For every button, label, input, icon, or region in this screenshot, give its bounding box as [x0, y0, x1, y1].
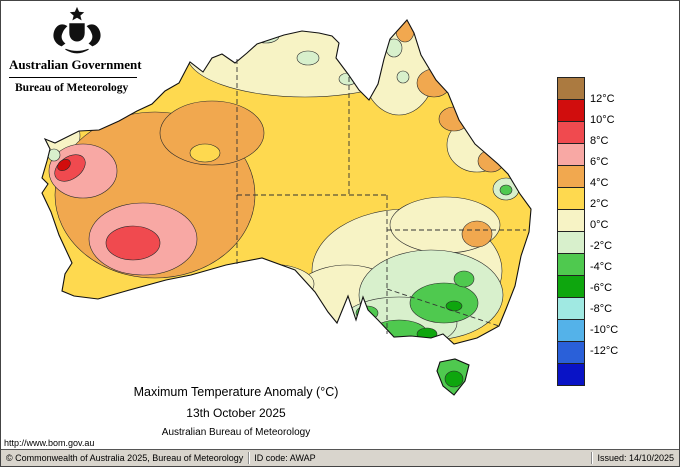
- legend-swatch: [558, 188, 584, 210]
- legend-label: 10°C: [590, 114, 615, 126]
- anomaly-region: [395, 20, 415, 43]
- legend-swatch: [558, 100, 584, 122]
- legend-label: -10°C: [590, 324, 619, 336]
- legend-colorbar: [557, 77, 585, 386]
- legend-swatch: [558, 254, 584, 276]
- legend-label: -8°C: [590, 303, 613, 315]
- government-header: Australian Government Bureau of Meteorol…: [9, 5, 145, 94]
- legend-swatch: [558, 364, 584, 385]
- mainland-coastline: [41, 19, 532, 345]
- anomaly-region: [189, 143, 221, 163]
- anomaly-region: [416, 68, 452, 98]
- anomaly-region: [453, 270, 475, 288]
- state-borders: [236, 59, 526, 334]
- footer-copyright: © Commonwealth of Australia 2025, Bureau…: [6, 453, 244, 463]
- anomaly-region: [461, 220, 493, 248]
- legend-swatch: [558, 210, 584, 232]
- government-label: Australian Government: [9, 57, 142, 72]
- legend-swatch: [558, 78, 584, 100]
- footer-divider: [591, 452, 593, 464]
- anomaly-map-svg: [41, 19, 532, 396]
- map-title: Maximum Temperature Anomaly (°C): [133, 385, 339, 399]
- legend-label: -4°C: [590, 261, 613, 273]
- anomaly-region: [477, 149, 505, 173]
- anomaly-region: [385, 38, 403, 58]
- legend-label: 4°C: [590, 177, 609, 189]
- bom-url[interactable]: http://www.bom.gov.au: [4, 438, 95, 448]
- legend-swatch: [558, 298, 584, 320]
- footer-id-code: ID code: AWAP: [254, 453, 316, 463]
- map-source: Australian Bureau of Meteorology: [161, 427, 311, 438]
- map-date: 13th October 2025: [186, 406, 286, 420]
- legend-label: 2°C: [590, 198, 609, 210]
- anomaly-region: [416, 327, 438, 341]
- legend-swatch: [558, 232, 584, 254]
- legend-label: 12°C: [590, 93, 615, 105]
- footer-bar: © Commonwealth of Australia 2025, Bureau…: [1, 449, 679, 466]
- temperature-legend: 12°C 10°C 8°C 6°C 4°C 2°C 0°C -2°C -4°C …: [557, 77, 647, 386]
- legend-swatch: [558, 122, 584, 144]
- anomaly-region: [296, 50, 320, 66]
- footer-issued: Issued: 14/10/2025: [597, 453, 674, 463]
- legend-label: 8°C: [590, 135, 609, 147]
- anomaly-region: [444, 370, 464, 388]
- legend-label: 6°C: [590, 156, 609, 168]
- anomaly-region: [105, 225, 161, 261]
- legend-label: -2°C: [590, 240, 613, 252]
- legend-swatch: [558, 276, 584, 298]
- legend-swatch: [558, 320, 584, 342]
- footer-divider: [248, 452, 250, 464]
- anomaly-region: [445, 300, 463, 312]
- header-divider: [9, 77, 137, 78]
- legend-swatch: [558, 166, 584, 188]
- legend-labels: 12°C 10°C 8°C 6°C 4°C 2°C 0°C -2°C -4°C …: [590, 77, 646, 377]
- anomaly-region: [223, 263, 315, 305]
- legend-label: -12°C: [590, 345, 619, 357]
- anomaly-region: [409, 282, 479, 324]
- legend-label: 0°C: [590, 219, 609, 231]
- bureau-label: Bureau of Meteorology: [15, 82, 129, 94]
- legend-swatch: [558, 342, 584, 364]
- anomaly-region: [499, 184, 513, 196]
- legend-swatch: [558, 144, 584, 166]
- anomaly-region: [157, 50, 181, 66]
- anomaly-region: [57, 158, 71, 172]
- anomaly-region: [159, 100, 265, 166]
- anomaly-region: [396, 70, 410, 84]
- legend-label: -6°C: [590, 282, 613, 294]
- australia-anomaly-map: [7, 3, 555, 405]
- tasmania-coastline: [436, 358, 470, 396]
- map-caption: Maximum Temperature Anomaly (°C) 13th Oc…: [56, 385, 416, 438]
- coat-of-arms-icon: [53, 6, 101, 54]
